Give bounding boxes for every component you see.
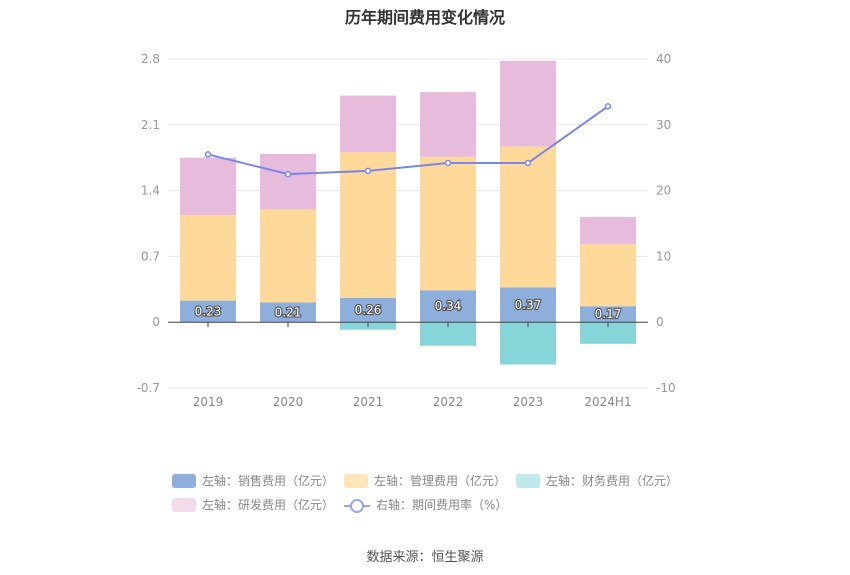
bar-segment bbox=[420, 290, 476, 323]
y-left-tick-label: 0.7 bbox=[141, 249, 160, 263]
bar-segment bbox=[580, 306, 636, 323]
legend-item-sales[interactable]: 左轴：销售费用（亿元） bbox=[172, 472, 334, 489]
line-rate-point bbox=[444, 159, 452, 167]
legend-label-finance: 左轴：财务费用（亿元） bbox=[546, 474, 679, 488]
legend-swatch-sales bbox=[172, 473, 196, 488]
y-right-tick-label: 30 bbox=[656, 118, 671, 132]
line-series bbox=[204, 103, 612, 178]
legend-label-rate: 右轴：期间费用率（%） bbox=[376, 498, 508, 512]
y-right-tick-label: 10 bbox=[656, 249, 671, 263]
y-right-tick-label: 40 bbox=[656, 52, 671, 66]
bar-segment bbox=[260, 209, 316, 303]
x-tick-label: 2022 bbox=[433, 395, 464, 409]
bar-segment bbox=[420, 156, 476, 291]
bar-segment bbox=[500, 322, 556, 365]
bar-segment bbox=[500, 146, 556, 288]
chart-canvas: 0.23 0.21 0.26 0.34 0.37 0.17 2.8 2.1 1.4 0.7 0 -0… bbox=[137, 52, 676, 409]
bar-segment bbox=[420, 322, 476, 346]
line-rate-point bbox=[524, 159, 532, 167]
bar-segment bbox=[580, 244, 636, 307]
legend-label-rnd: 左轴：研发费用（亿元） bbox=[202, 498, 335, 512]
bar-segment bbox=[500, 287, 556, 323]
x-tick-label: 2024H1 bbox=[584, 395, 631, 409]
bar-data-label: 0.17 bbox=[595, 307, 622, 321]
line-rate-path bbox=[207, 105, 609, 176]
bar-segment bbox=[180, 300, 236, 323]
line-rate-point bbox=[604, 103, 612, 110]
y-left-tick-label: 2.1 bbox=[141, 118, 160, 132]
bar-data-label: 0.34 bbox=[435, 299, 462, 313]
x-tick-label: 2020 bbox=[273, 395, 304, 409]
legend-item-rate[interactable]: 右轴：期间费用率（%） bbox=[344, 496, 507, 513]
y-right-tick-label: -10 bbox=[656, 381, 676, 395]
line-rate-point bbox=[204, 151, 212, 158]
x-tick-label: 2019 bbox=[193, 395, 224, 409]
y-left-tick-label: 1.4 bbox=[141, 184, 160, 198]
bar-segment bbox=[340, 152, 396, 298]
line-rate-point bbox=[284, 170, 292, 178]
bar-segment bbox=[180, 215, 236, 301]
gridlines bbox=[168, 58, 648, 389]
data-labels: 0.23 0.21 0.26 0.34 0.37 0.17 bbox=[194, 297, 623, 323]
legend-swatch-rnd bbox=[172, 497, 196, 512]
bar-segment bbox=[260, 153, 316, 210]
bar-data-label: 0.21 bbox=[275, 305, 302, 319]
bar-segment bbox=[580, 216, 636, 245]
legend-label-sales: 左轴：销售费用（亿元） bbox=[202, 474, 335, 488]
bar-segment bbox=[340, 95, 396, 153]
bar-segment bbox=[260, 302, 316, 323]
chart-title: 历年期间费用变化情况 bbox=[344, 8, 505, 27]
y-right-tick-label: 20 bbox=[656, 184, 671, 198]
bar-segment bbox=[340, 297, 396, 323]
line-rate-point bbox=[364, 167, 372, 175]
legend-item-admin[interactable]: 左轴：管理费用（亿元） bbox=[344, 472, 506, 489]
bar-series bbox=[180, 60, 636, 365]
y-right-tick-label: 0 bbox=[656, 315, 664, 329]
y-left-tick-label: -0.7 bbox=[137, 381, 160, 395]
y-left-tick-label: 0 bbox=[152, 315, 160, 329]
legend-item-finance[interactable]: 左轴：财务费用（亿元） bbox=[516, 472, 678, 489]
zero-axis bbox=[168, 321, 648, 328]
bar-data-label: 0.26 bbox=[355, 303, 382, 317]
legend-item-rnd[interactable]: 左轴：研发费用（亿元） bbox=[172, 496, 334, 513]
bar-segment bbox=[580, 322, 636, 344]
bar-data-label: 0.37 bbox=[515, 298, 542, 312]
x-tick-label: 2021 bbox=[353, 395, 384, 409]
legend-swatch-admin bbox=[344, 473, 368, 488]
legend-swatch-finance bbox=[516, 473, 540, 488]
axis-ticks: 2.8 2.1 1.4 0.7 0 -0.7 40 30 20 10 0 -10 2019 2020 202… bbox=[137, 52, 676, 409]
legend-line-rate-icon bbox=[344, 498, 370, 513]
bar-segment bbox=[420, 91, 476, 157]
x-tick-label: 2023 bbox=[513, 395, 544, 409]
bar-segment bbox=[180, 157, 236, 216]
bar-segment bbox=[500, 60, 556, 147]
data-source: 数据来源：恒生聚源 bbox=[366, 550, 484, 565]
y-left-tick-label: 2.8 bbox=[141, 52, 160, 66]
bar-data-label: 0.23 bbox=[195, 304, 222, 318]
legend-label-admin: 左轴：管理费用（亿元） bbox=[374, 474, 507, 488]
